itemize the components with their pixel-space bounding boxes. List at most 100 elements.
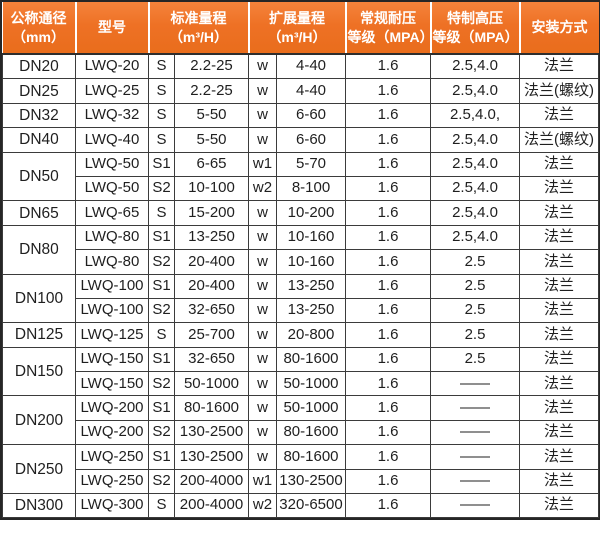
cell-install-method: 法兰 xyxy=(519,346,599,373)
cell-high-pressure: —— xyxy=(430,468,520,495)
table-row: LWQ-200 S2 130-2500 w 80-1600 1.6 —— 法兰 xyxy=(3,419,599,446)
cell-model: LWQ-200 xyxy=(75,395,149,421)
cell-standard-range: 10-100 xyxy=(174,175,249,202)
cell-normal-pressure: 1.6 xyxy=(345,468,431,495)
cell-standard-range-code: S2 xyxy=(148,371,175,397)
cell-extended-range: 130-2500 xyxy=(276,468,346,495)
cell-normal-pressure: 1.6 xyxy=(345,151,431,177)
cell-normal-pressure: 1.6 xyxy=(345,395,431,421)
cell-nominal-diameter: DN300 xyxy=(2,493,76,519)
table-row: DN20 LWQ-20 S 2.2-25 w 4-40 1.6 2.5,4.0 法兰 xyxy=(2,53,599,80)
cell-extended-range: 6-60 xyxy=(276,127,346,153)
cell-install-method: 法兰 xyxy=(519,151,599,177)
cell-extended-range: 10-200 xyxy=(276,200,346,226)
cell-standard-range-code: S xyxy=(148,102,175,129)
cell-normal-pressure: 1.6 xyxy=(345,322,431,348)
cell-standard-range: 20-400 xyxy=(174,249,249,275)
cell-model: LWQ-80 xyxy=(75,249,149,275)
table-row: DN32 LWQ-32 S 5-50 w 6-60 1.6 2.5,4.0, 法兰 xyxy=(2,102,599,129)
cell-high-pressure: 2.5 xyxy=(430,322,520,348)
cell-install-method: 法兰 xyxy=(519,297,599,324)
cell-standard-range-code: S2 xyxy=(148,419,175,446)
flowmeter-spec-table: 公称通径 （mm） 型号 标准量程 （m³/H） 扩展量程 （m³/H） 常规耐… xyxy=(2,2,599,519)
cell-high-pressure: 2.5 xyxy=(430,346,520,373)
cell-standard-range-code: S1 xyxy=(148,151,175,177)
cell-normal-pressure: 1.6 xyxy=(345,419,431,446)
cell-extended-range-code: w xyxy=(248,127,277,153)
col-header-model: 型号 xyxy=(74,2,150,55)
cell-normal-pressure: 1.6 xyxy=(345,224,431,251)
cell-install-method: 法兰 xyxy=(519,175,599,202)
col-header-extended-range: 扩展量程 （m³/H） xyxy=(247,2,347,55)
cell-model: LWQ-250 xyxy=(75,468,149,495)
table-row: DN250 LWQ-250 S1 130-2500 w 80-1600 1.6 —— 法兰 xyxy=(2,444,599,495)
header-line: （m³/H） xyxy=(168,28,229,45)
table-row: LWQ-50 S2 10-100 w2 8-100 1.6 2.5,4.0 法兰 xyxy=(3,175,599,202)
cell-nominal-diameter: DN50 xyxy=(2,151,76,202)
cell-model: LWQ-32 xyxy=(75,102,149,129)
table-row: DN25 LWQ-25 S 2.2-25 w 4-40 1.6 2.5,4.0 法兰(螺纹) xyxy=(2,78,599,104)
cell-standard-range-code: S xyxy=(148,78,175,104)
cell-install-method: 法兰 xyxy=(519,200,599,226)
cell-standard-range-code: S1 xyxy=(148,224,175,251)
cell-model: LWQ-25 xyxy=(75,78,149,104)
table-row: LWQ-250 S2 200-4000 w1 130-2500 1.6 —— 法兰 xyxy=(3,468,599,495)
cell-high-pressure: 2.5,4.0 xyxy=(430,151,520,177)
cell-extended-range: 80-1600 xyxy=(276,419,346,446)
cell-normal-pressure: 1.6 xyxy=(345,273,431,299)
header-line: （m³/H） xyxy=(267,28,327,45)
cell-high-pressure: 2.5 xyxy=(430,249,520,275)
spec-table-frame: 公称通径 （mm） 型号 标准量程 （m³/H） 扩展量程 （m³/H） 常规耐… xyxy=(0,0,600,521)
cell-standard-range: 200-4000 xyxy=(174,493,249,519)
cell-nominal-diameter: DN200 xyxy=(2,395,76,446)
header-line: 等级（MPA） xyxy=(432,28,519,45)
cell-nominal-diameter: DN32 xyxy=(2,102,76,129)
cell-extended-range-code: w xyxy=(248,200,277,226)
cell-extended-range: 4-40 xyxy=(276,78,346,104)
cell-model: LWQ-40 xyxy=(75,127,149,153)
cell-standard-range-code: S1 xyxy=(148,273,175,299)
cell-normal-pressure: 1.6 xyxy=(345,78,431,104)
cell-nominal-diameter: DN100 xyxy=(2,273,76,324)
cell-high-pressure: —— xyxy=(430,395,520,421)
table-row: DN100 LWQ-100 S1 20-400 w 13-250 1.6 2.5 法兰 xyxy=(2,273,599,324)
cell-standard-range: 2.2-25 xyxy=(174,78,249,104)
cell-normal-pressure: 1.6 xyxy=(345,53,431,80)
cell-standard-range: 130-2500 xyxy=(174,419,249,446)
cell-extended-range-code: w xyxy=(248,78,277,104)
cell-nominal-diameter: DN80 xyxy=(2,224,76,275)
cell-standard-range: 32-650 xyxy=(174,346,249,373)
table-row: LWQ-80 S2 20-400 w 10-160 1.6 2.5 法兰 xyxy=(3,249,599,275)
header-line: 常规耐压 xyxy=(360,10,416,27)
cell-model: LWQ-50 xyxy=(75,151,149,177)
cell-standard-range-code: S xyxy=(148,322,175,348)
cell-model: LWQ-80 xyxy=(75,224,149,251)
cell-standard-range-code: S xyxy=(148,200,175,226)
cell-standard-range: 25-700 xyxy=(174,322,249,348)
table-row: DN125 LWQ-125 S 25-700 w 20-800 1.6 2.5 法兰 xyxy=(2,322,599,348)
cell-extended-range-code: w xyxy=(248,419,277,446)
table-row: DN200 LWQ-200 S1 80-1600 w 50-1000 1.6 —— 法兰 xyxy=(2,395,599,446)
table-row: DN40 LWQ-40 S 5-50 w 6-60 1.6 2.5,4.0 法兰(螺纹) xyxy=(2,127,599,153)
cell-install-method: 法兰 xyxy=(519,53,599,80)
header-line: 公称通径 xyxy=(10,10,67,27)
cell-high-pressure: —— xyxy=(430,371,520,397)
cell-normal-pressure: 1.6 xyxy=(345,444,431,470)
cell-nominal-diameter: DN25 xyxy=(2,78,76,104)
cell-standard-range: 130-2500 xyxy=(174,444,249,470)
cell-standard-range: 32-650 xyxy=(174,297,249,324)
cell-normal-pressure: 1.6 xyxy=(345,200,431,226)
cell-install-method: 法兰 xyxy=(519,273,599,299)
cell-standard-range: 5-50 xyxy=(174,102,249,129)
cell-extended-range-code: w xyxy=(248,102,277,129)
cell-install-method: 法兰 xyxy=(519,444,599,470)
cell-standard-range-code: S2 xyxy=(148,175,175,202)
cell-standard-range: 200-4000 xyxy=(174,468,249,495)
cell-extended-range-code: w2 xyxy=(248,493,277,519)
table-row: DN65 LWQ-65 S 15-200 w 10-200 1.6 2.5,4.0 法兰 xyxy=(2,200,599,226)
cell-normal-pressure: 1.6 xyxy=(345,249,431,275)
cell-standard-range: 15-200 xyxy=(174,200,249,226)
cell-standard-range-code: S xyxy=(148,493,175,519)
cell-standard-range-code: S2 xyxy=(148,297,175,324)
cell-high-pressure: 2.5,4.0, xyxy=(430,102,520,129)
